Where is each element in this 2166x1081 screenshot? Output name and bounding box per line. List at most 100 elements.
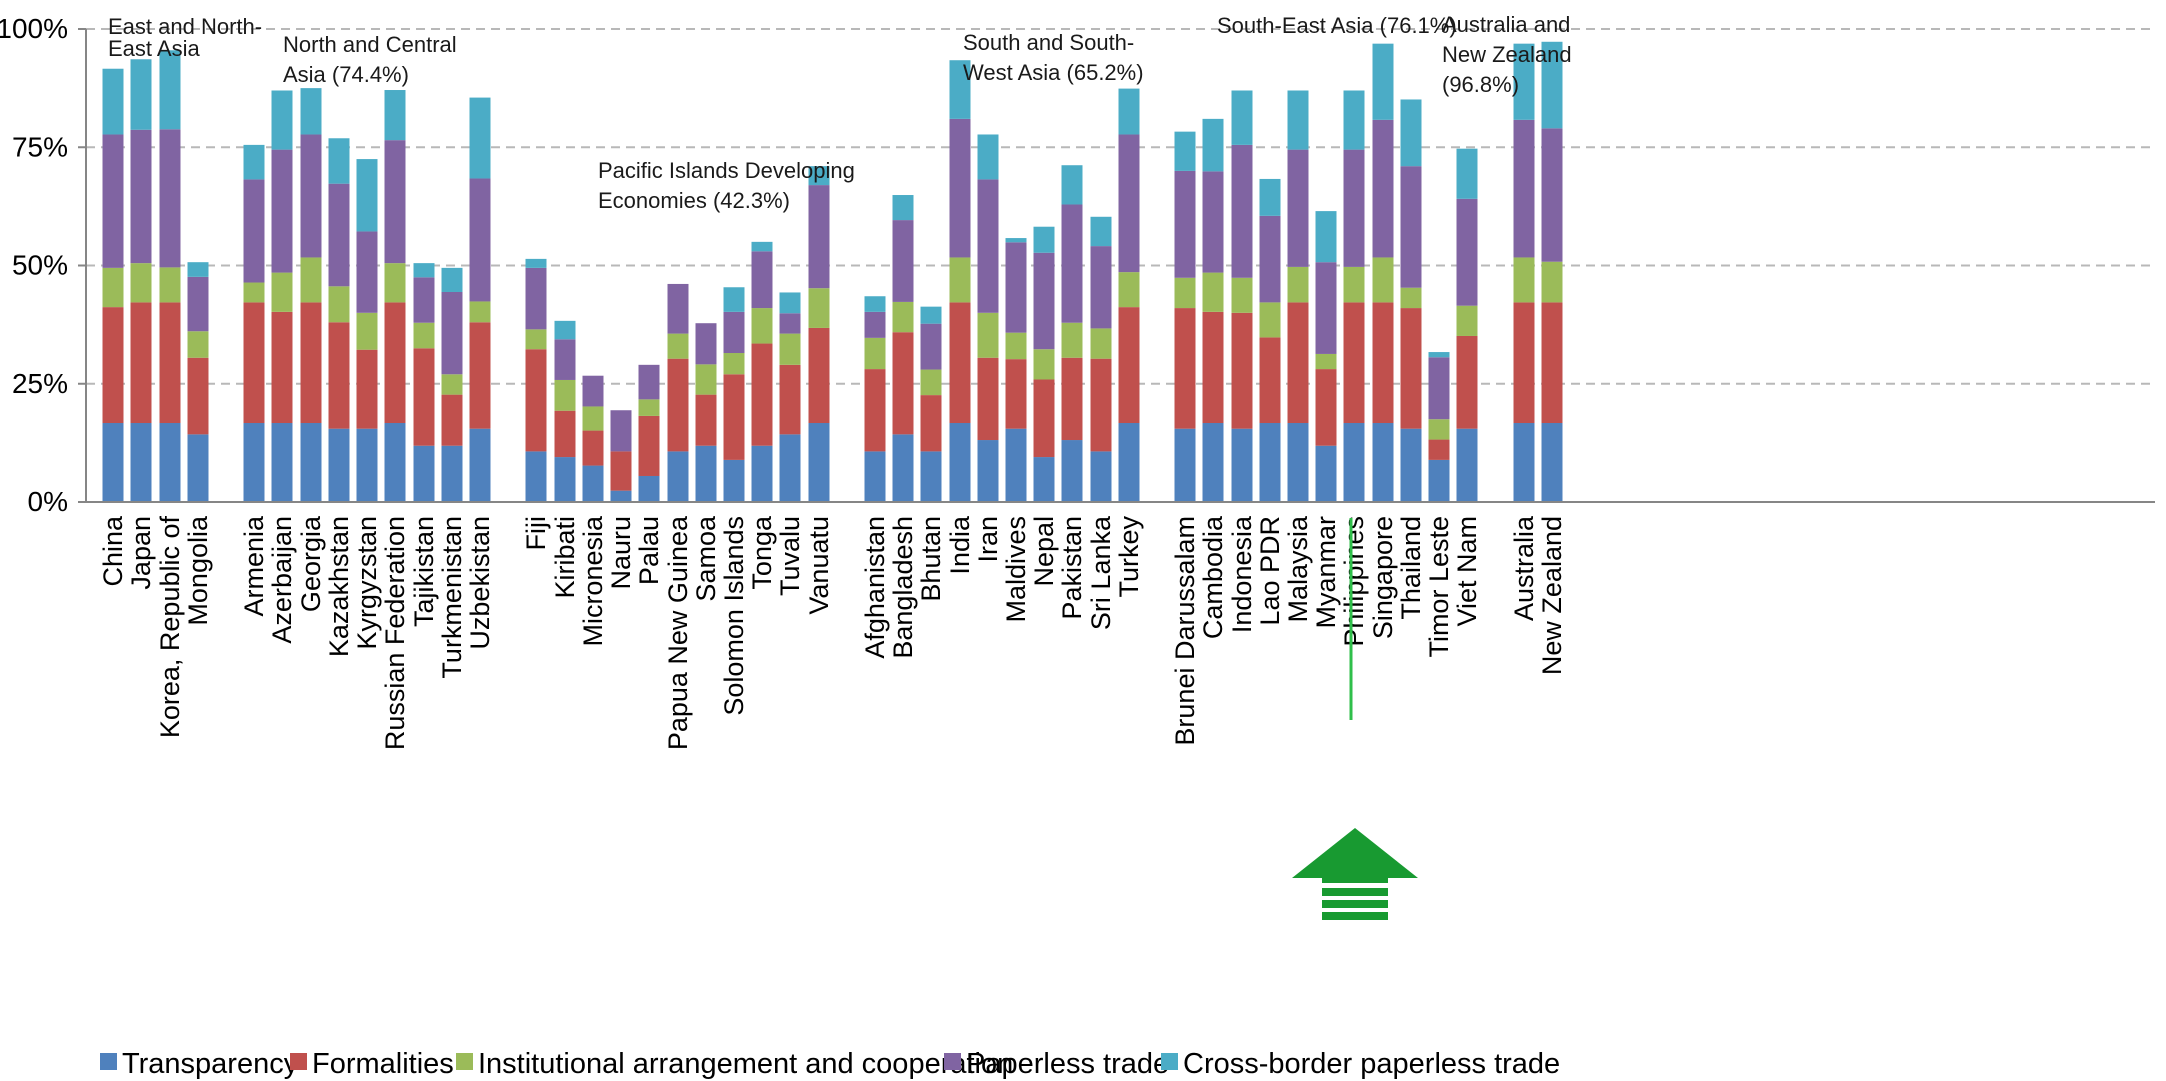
- bar-segment: [1202, 423, 1224, 502]
- bar-segment: [1174, 131, 1196, 171]
- bar-segment: [751, 241, 773, 252]
- bar-segment: [1541, 128, 1563, 262]
- bar-segment: [667, 358, 689, 452]
- bar-segment: [1118, 134, 1140, 273]
- x-tick-label: Philippines: [1339, 516, 1369, 647]
- bar-segment: [1428, 352, 1450, 358]
- bar-segment: [808, 423, 830, 502]
- bar-segment: [751, 343, 773, 446]
- bar-segment: [187, 331, 209, 358]
- bar-segment: [243, 423, 265, 502]
- bar-segment: [864, 369, 886, 452]
- bar-segment: [695, 394, 717, 446]
- bar-segment: [723, 459, 745, 502]
- bar-segment: [949, 60, 971, 119]
- bar-segment: [1287, 90, 1309, 150]
- legend-swatch: [1161, 1053, 1178, 1070]
- bar-segment: [610, 451, 632, 491]
- x-tick-label: Kiribati: [550, 516, 580, 599]
- bar-segment: [638, 415, 660, 476]
- bar-segment: [1231, 90, 1253, 145]
- bar-segment: [1090, 216, 1112, 247]
- legend-label: Institutional arrangement and cooperatio…: [478, 1048, 1013, 1080]
- region-labels: East and North-East Asia North and Centra…: [108, 12, 1572, 213]
- region-label-line: Economies (42.3%): [598, 188, 790, 213]
- bar-segment: [1202, 311, 1224, 424]
- bar-segment: [892, 332, 914, 435]
- x-tick-label: Turkey: [1114, 516, 1144, 598]
- region-label: East and North-East Asia: [108, 14, 262, 61]
- bar-segment: [300, 423, 322, 502]
- bar-segment: [1456, 335, 1478, 429]
- bar-segment: [779, 434, 801, 502]
- bar-segment: [130, 263, 152, 303]
- region-label-line: North and Central: [283, 32, 457, 57]
- bar-segment: [1372, 302, 1394, 424]
- bar-segment: [1400, 166, 1422, 288]
- bar-segment: [1231, 277, 1253, 313]
- bar-segment: [271, 90, 293, 150]
- bar-segment: [920, 395, 942, 452]
- bar-segment: [920, 451, 942, 502]
- bar-segment: [1287, 266, 1309, 303]
- legend-swatch: [100, 1053, 117, 1070]
- bar-segment: [667, 283, 689, 334]
- y-tick-label: 75%: [12, 131, 68, 162]
- bar-segment: [723, 287, 745, 312]
- bar-segment: [159, 267, 181, 303]
- bar-segment: [102, 134, 124, 268]
- bar-segment: [554, 410, 576, 458]
- bar-segment: [187, 276, 209, 332]
- x-tick-label: Tonga: [747, 515, 777, 590]
- bar-segment: [1061, 204, 1083, 323]
- bar-segment: [920, 369, 942, 396]
- bar-segment: [808, 288, 830, 328]
- x-tick-label: Australia: [1509, 515, 1539, 621]
- bar-segment: [525, 349, 547, 452]
- bar-segment: [1372, 119, 1394, 258]
- bar-segment: [441, 267, 463, 292]
- legend-label: Cross-border paperless trade: [1183, 1048, 1560, 1080]
- bar-segment: [102, 68, 124, 135]
- bar-segment: [582, 375, 604, 407]
- x-tick-label: Solomon Islands: [719, 516, 749, 716]
- bar-segment: [779, 292, 801, 314]
- bar-segment: [130, 59, 152, 130]
- bar-segment: [1513, 302, 1535, 424]
- bar-segment: [102, 267, 124, 308]
- bar-segment: [977, 357, 999, 441]
- bar-segment: [271, 149, 293, 273]
- bar-segment: [1541, 261, 1563, 303]
- bar-segment: [638, 399, 660, 416]
- arrow-bar: [1322, 888, 1388, 896]
- bar-segment: [243, 179, 265, 283]
- x-tick-label: Georgia: [296, 515, 326, 612]
- bar-segment: [1259, 302, 1281, 338]
- bar-segment: [1005, 332, 1027, 360]
- green-up-arrow-icon: [1292, 828, 1418, 883]
- bar-segment: [159, 423, 181, 502]
- bar-segment: [1259, 337, 1281, 424]
- bar-segment: [1118, 88, 1140, 135]
- bar-segment: [271, 423, 293, 502]
- bar-segment: [469, 301, 491, 323]
- bar-segment: [723, 353, 745, 375]
- highlight-marker: [1292, 518, 1418, 920]
- bar-segment: [1033, 349, 1055, 380]
- bar-segment: [1090, 451, 1112, 502]
- bar-segment: [582, 465, 604, 502]
- bar-segment: [384, 423, 406, 502]
- bar-segment: [1061, 322, 1083, 358]
- bar-segment: [977, 179, 999, 313]
- bar-segment: [864, 337, 886, 370]
- region-label: North and Central Asia (74.4%): [283, 32, 457, 87]
- bar-segment: [1033, 379, 1055, 458]
- region-label-line: East and North-: [108, 14, 262, 39]
- x-tick-label: Kyrgyzstan: [352, 516, 382, 650]
- bar-segment: [582, 430, 604, 466]
- bar-segment: [1287, 302, 1309, 424]
- bar-segment: [1315, 211, 1337, 263]
- bar-segment: [1400, 287, 1422, 309]
- x-tick-label: Vanuatu: [804, 516, 834, 615]
- bar-segment: [667, 451, 689, 502]
